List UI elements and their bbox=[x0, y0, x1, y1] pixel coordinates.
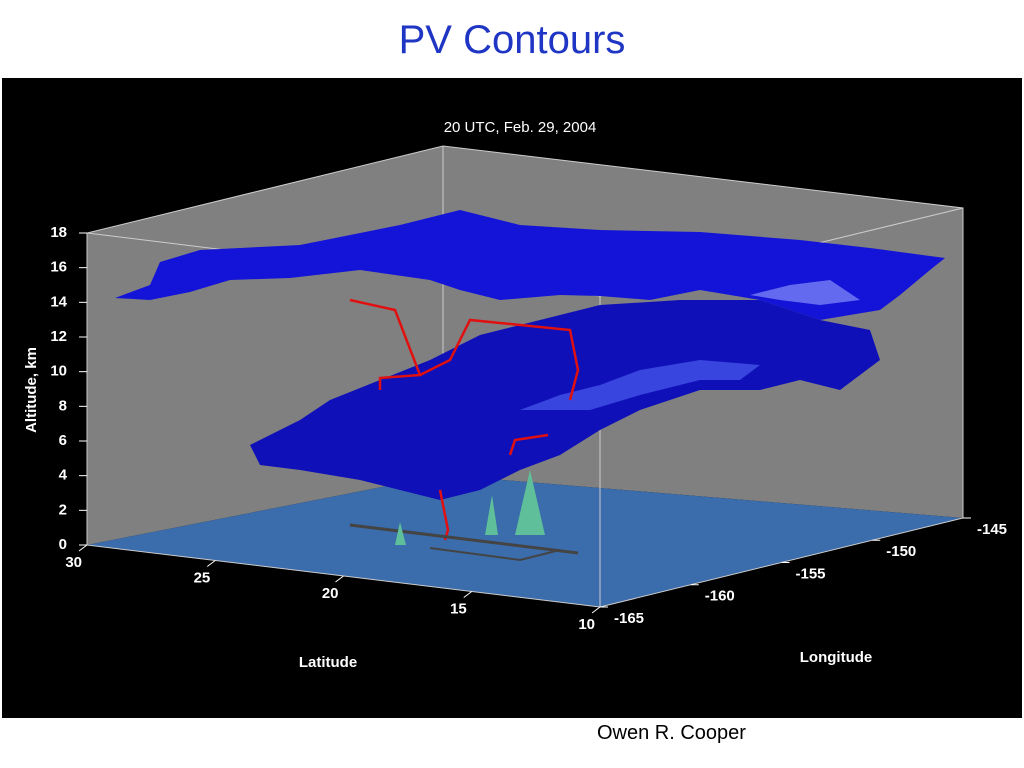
z-tick-label: -165 bbox=[614, 610, 644, 627]
upper-pv-surface bbox=[115, 210, 945, 320]
highlight bbox=[750, 280, 860, 305]
z-tick-label: -155 bbox=[796, 565, 826, 582]
y-axis-label: Altitude, km bbox=[23, 347, 40, 433]
tick-mark bbox=[206, 560, 216, 567]
highlight bbox=[520, 360, 760, 410]
slide-title: PV Contours bbox=[398, 18, 626, 62]
y-tick-label: 16 bbox=[50, 259, 67, 276]
x-tick-label: 30 bbox=[65, 554, 82, 571]
x-tick-label: 10 bbox=[578, 616, 595, 633]
tick-mark bbox=[335, 575, 344, 583]
y-tick-label: 0 bbox=[59, 536, 67, 553]
tick-mark bbox=[591, 606, 601, 614]
surface-peaks bbox=[395, 470, 545, 545]
x-axis-label: Latitude bbox=[299, 654, 357, 671]
z-axis-label: Longitude bbox=[800, 649, 872, 666]
x-tick-label: 25 bbox=[194, 569, 211, 586]
figure-title: 20 UTC, Feb. 29, 2004 bbox=[444, 119, 597, 136]
y-tick-label: 2 bbox=[59, 501, 67, 518]
y-tick-label: 18 bbox=[50, 224, 67, 241]
tick-mark bbox=[463, 591, 473, 598]
y-tick-label: 8 bbox=[59, 397, 67, 414]
y-tick-label: 10 bbox=[50, 363, 67, 380]
z-tick-label: -150 bbox=[886, 543, 916, 560]
z-tick-label: -145 bbox=[977, 521, 1007, 538]
z-tick-label: -160 bbox=[705, 588, 735, 605]
ground-track bbox=[349, 523, 579, 562]
y-tick-label: 12 bbox=[50, 328, 67, 345]
tick-mark bbox=[78, 544, 88, 552]
x-tick-label: 20 bbox=[322, 585, 339, 602]
x-tick-label: 15 bbox=[450, 600, 467, 617]
floor bbox=[87, 475, 963, 607]
y-tick-label: 6 bbox=[59, 432, 67, 449]
author: Owen R. Cooper bbox=[597, 722, 746, 744]
y-tick-label: 14 bbox=[50, 293, 67, 310]
figure: 20 UTC, Feb. 29, 2004 Altitude, km Latit… bbox=[2, 78, 1022, 718]
y-tick-label: 4 bbox=[59, 467, 68, 484]
